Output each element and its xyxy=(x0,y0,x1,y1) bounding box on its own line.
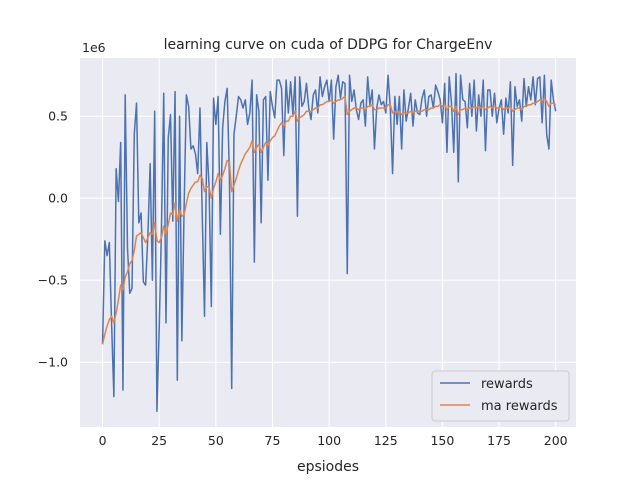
x-tick-label: 25 xyxy=(151,433,167,448)
legend: rewards ma rewards xyxy=(431,370,570,422)
legend-label-ma-rewards: ma rewards xyxy=(481,399,558,414)
y-tick-labels: −1.0 −0.5 0.0 0.5 xyxy=(38,109,68,370)
series-layer xyxy=(101,72,557,413)
legend-label-rewards: rewards xyxy=(481,377,533,392)
x-tick-label: 125 xyxy=(374,433,398,448)
x-tick-label: 200 xyxy=(544,433,568,448)
x-tick-label: 50 xyxy=(208,433,224,448)
y-offset-label: 1e6 xyxy=(82,40,106,55)
y-tick-label: 0.0 xyxy=(48,191,68,206)
x-tick-label: 75 xyxy=(265,433,281,448)
x-tick-label: 150 xyxy=(430,433,454,448)
x-axis-label: epsiodes xyxy=(297,459,359,475)
x-tick-labels: 0 25 50 75 100 125 150 175 200 xyxy=(99,433,568,448)
y-tick-label: −1.0 xyxy=(38,355,68,370)
ma-rewards-line xyxy=(101,95,557,345)
x-tick-label: 175 xyxy=(487,433,511,448)
y-tick-label: −0.5 xyxy=(38,273,68,288)
chart-title: learning curve on cuda of DDPG for Charg… xyxy=(164,37,493,53)
x-tick-label: 0 xyxy=(99,433,107,448)
y-tick-label: 0.5 xyxy=(48,109,68,124)
x-tick-label: 100 xyxy=(317,433,341,448)
